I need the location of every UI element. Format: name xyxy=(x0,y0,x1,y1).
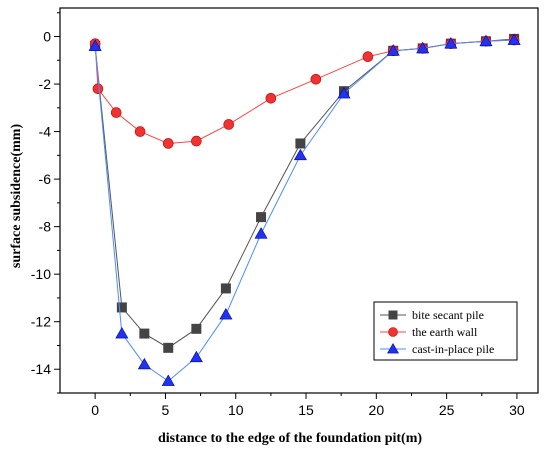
data-point xyxy=(191,135,202,147)
data-point xyxy=(191,323,202,334)
legend-marker xyxy=(387,342,399,354)
data-point xyxy=(219,307,233,320)
data-point xyxy=(337,86,351,99)
data-point xyxy=(256,212,267,223)
x-tick-label: 0 xyxy=(91,402,99,418)
x-tick-label: 30 xyxy=(509,402,525,418)
data-point xyxy=(479,34,493,47)
data-point xyxy=(134,126,146,137)
data-point xyxy=(137,357,151,370)
y-tick-label: -6 xyxy=(39,171,52,187)
data-point xyxy=(162,138,174,149)
data-point xyxy=(161,374,175,386)
data-point xyxy=(139,328,150,339)
data-point xyxy=(116,302,127,313)
data-point xyxy=(295,138,306,149)
legend-box xyxy=(373,301,518,361)
axes: 0 5 10 15 20 25 30 0 -2 -4 -6 -8 -10 -12 -14 xyxy=(31,7,539,418)
data-point xyxy=(115,326,129,339)
data-point xyxy=(254,227,268,239)
data-point xyxy=(189,350,203,363)
data-point xyxy=(362,51,374,63)
legend-marker xyxy=(388,327,398,337)
plot-series xyxy=(88,33,521,386)
data-point xyxy=(293,148,307,161)
data-point xyxy=(88,39,102,51)
y-tick-label: -4 xyxy=(39,124,52,140)
series-1 xyxy=(89,34,520,149)
series-line xyxy=(94,39,515,144)
data-point xyxy=(444,37,458,49)
data-point xyxy=(310,73,322,85)
x-tick-label: 15 xyxy=(298,402,314,418)
x-tick-label: 5 xyxy=(162,402,170,418)
data-point xyxy=(507,33,521,45)
data-point xyxy=(416,41,430,54)
y-tick-label: -8 xyxy=(39,219,52,235)
y-tick-label: -10 xyxy=(31,266,51,282)
x-axis-title: distance to the edge of the foundation p… xyxy=(158,431,422,446)
legend-label: cast-in-place pile xyxy=(412,342,494,356)
data-point xyxy=(92,83,104,95)
data-point xyxy=(220,283,231,294)
data-point xyxy=(110,107,122,118)
y-tick-label: -2 xyxy=(39,76,52,92)
y-tick-label: -14 xyxy=(31,361,51,377)
x-tick-label: 10 xyxy=(228,402,244,418)
y-axis-title: surface subsidence(mm) xyxy=(9,124,24,269)
y-tick-label: -12 xyxy=(31,314,51,330)
data-point xyxy=(386,44,400,56)
legend-marker xyxy=(388,310,398,320)
data-point xyxy=(223,119,235,130)
legend: bite secant pile the earth wall cast-in-pl… xyxy=(373,301,518,361)
plot-frame xyxy=(59,7,539,394)
y-tick-label: 0 xyxy=(43,29,51,45)
data-point xyxy=(163,342,174,353)
x-tick-label: 25 xyxy=(439,402,455,418)
series-2 xyxy=(88,33,521,386)
data-point xyxy=(265,93,277,104)
x-tick-label: 20 xyxy=(369,402,385,418)
legend-label: the earth wall xyxy=(412,325,478,339)
legend-label: bite secant pile xyxy=(412,308,484,322)
